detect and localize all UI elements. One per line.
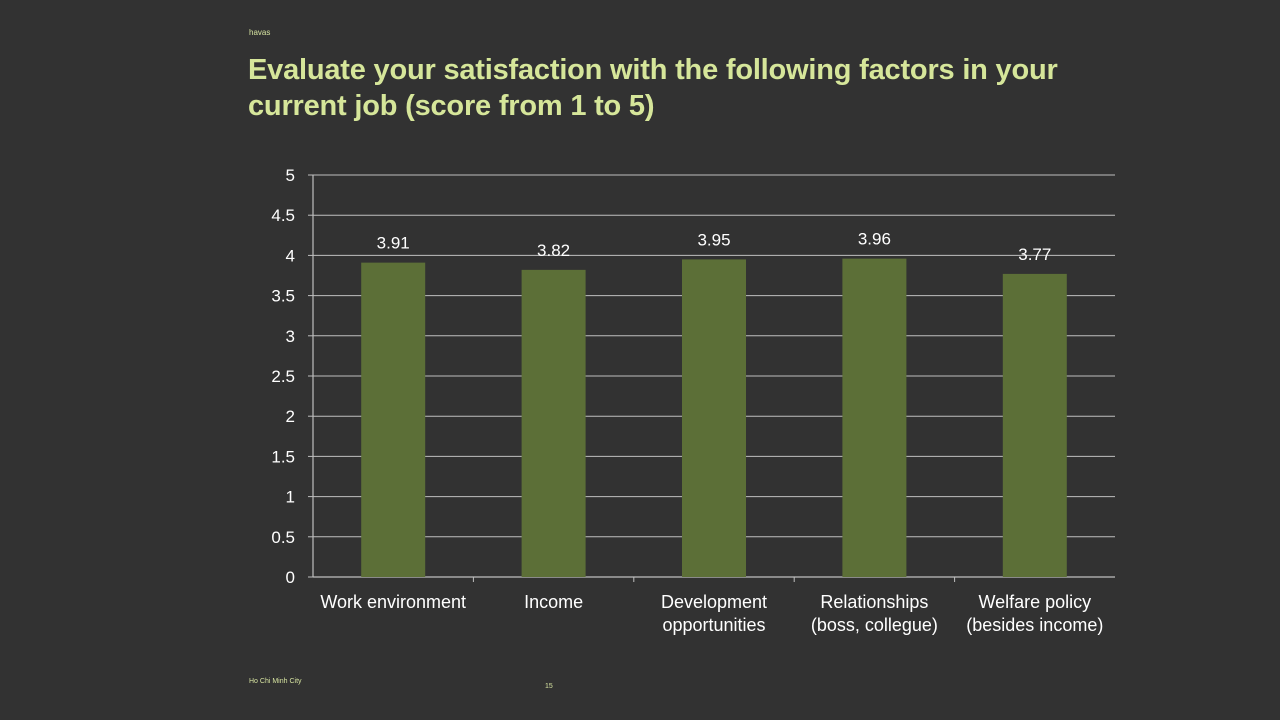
- y-tick-label: 5: [286, 166, 295, 185]
- slide-title: Evaluate your satisfaction with the foll…: [248, 54, 1058, 122]
- bars: [361, 258, 1067, 577]
- page-number: 15: [545, 683, 553, 690]
- bar: [842, 258, 907, 577]
- bar-value-label: 3.91: [377, 234, 410, 253]
- brand-label: havas: [249, 28, 271, 37]
- y-tick-label: 1: [286, 488, 295, 507]
- y-tick-label: 4.5: [271, 206, 295, 225]
- y-tick-label: 2.5: [271, 367, 295, 386]
- bar: [682, 259, 746, 577]
- x-category-label: Welfare policy (besides income): [966, 592, 1103, 635]
- bar: [361, 262, 426, 577]
- y-tick-label: 3.5: [271, 287, 295, 306]
- x-category-label: Work environment: [320, 592, 466, 612]
- value-labels: 3.91 3.82 3.95 3.96 3.77: [377, 230, 1052, 264]
- bar-value-label: 3.95: [697, 230, 730, 249]
- bar: [1002, 273, 1067, 577]
- bar-value-label: 3.82: [537, 241, 570, 260]
- x-category-label: Relationships (boss, collegue): [811, 592, 938, 635]
- bar-value-label: 3.77: [1018, 245, 1051, 264]
- footer-city: Ho Chi Minh City: [249, 678, 302, 685]
- y-tick-labels: 0 0.5 1 1.5 2 2.5 3 3.5 4 4.5 5: [271, 166, 295, 587]
- x-category-label: Income: [524, 592, 583, 612]
- y-tick-label: 0: [286, 568, 295, 587]
- bar-value-label: 3.96: [858, 230, 891, 249]
- x-category-labels: Work environment Income Development opportu…: [320, 592, 1103, 635]
- bar: [521, 269, 586, 577]
- y-tick-label: 4: [286, 246, 295, 265]
- y-tick-label: 2: [286, 407, 295, 426]
- x-category-label: Development opportunities: [661, 592, 767, 635]
- y-tick-label: 3: [286, 327, 295, 346]
- y-tick-label: 1.5: [271, 447, 295, 466]
- y-tick-label: 0.5: [271, 528, 295, 547]
